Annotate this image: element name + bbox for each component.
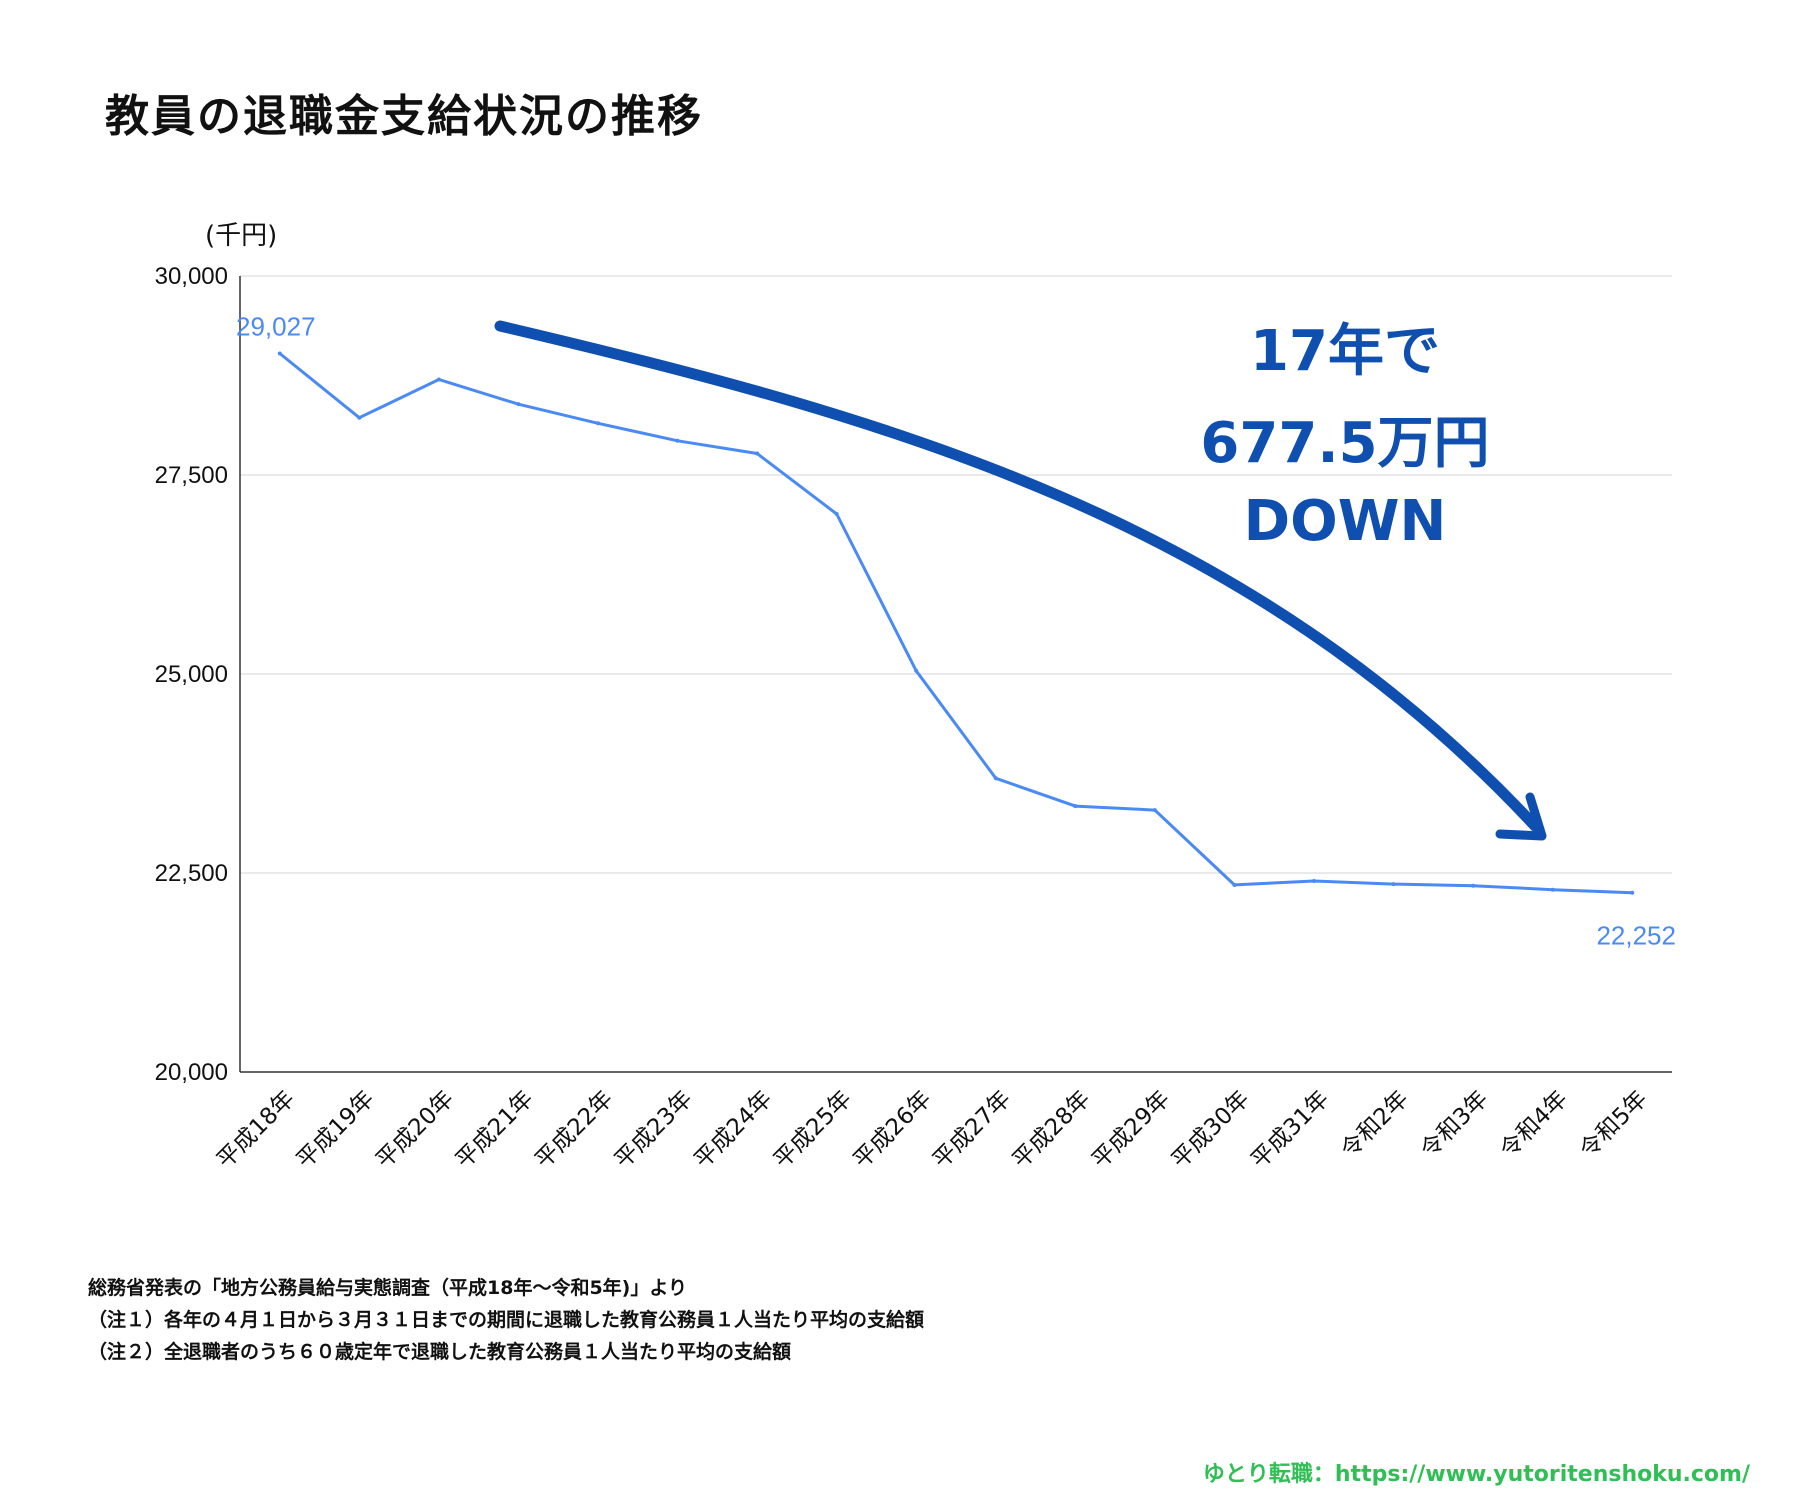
- x-tick-label: 令和3年: [1416, 1086, 1494, 1164]
- data-point: [596, 421, 600, 426]
- x-tick-label: 平成27年: [928, 1086, 1016, 1174]
- y-tick-label: 30,000: [155, 263, 228, 290]
- data-labels: 29,027 22,252: [236, 311, 1676, 950]
- gridlines: [240, 275, 1672, 874]
- annotation-line: 677.5万円: [1200, 411, 1489, 476]
- site-credit: ゆとり転職：https://www.yutoritenshoku.com/: [1202, 1462, 1750, 1487]
- x-tick-labels: 平成18年平成19年平成20年平成21年平成22年平成23年平成24年平成25年…: [212, 1086, 1652, 1174]
- x-tick-label: 平成25年: [769, 1086, 857, 1174]
- x-tick-label: 平成19年: [292, 1086, 380, 1174]
- data-point: [436, 377, 441, 382]
- source-notes: 総務省発表の「地方公務員給与実態調査（平成18年〜令和5年)」より （注１）各年…: [88, 1272, 924, 1368]
- note-1: （注１）各年の４月１日から３月３１日までの期間に退職した教育公務員１人当たり平均…: [88, 1309, 925, 1331]
- y-tick-label: 25,000: [155, 661, 228, 688]
- x-tick-label: 平成29年: [1087, 1086, 1175, 1174]
- data-point: [1550, 887, 1555, 892]
- x-tick-label: 平成20年: [371, 1086, 459, 1174]
- annotation-line: DOWN: [1244, 489, 1447, 554]
- x-tick-label: 平成26年: [849, 1086, 937, 1174]
- x-tick-label: 平成24年: [689, 1086, 777, 1174]
- data-point: [1232, 882, 1237, 887]
- y-tick-label: 20,000: [155, 1059, 228, 1086]
- note-2: （注２）全退職者のうち６０歳定年で退職した教育公務員１人当たり平均の支給額: [88, 1341, 792, 1363]
- x-tick-label: 令和4年: [1495, 1086, 1573, 1164]
- x-tick-label: 平成23年: [610, 1086, 698, 1174]
- trend-arrowhead: [1495, 792, 1547, 841]
- data-point: [277, 351, 282, 356]
- annotation-line: 17年で: [1250, 319, 1440, 384]
- page-title: 教員の退職金支給状況の推移: [105, 91, 703, 142]
- source-note: 総務省発表の「地方公務員給与実態調査（平成18年〜令和5年)」より: [88, 1277, 687, 1299]
- data-point: [1073, 804, 1078, 809]
- data-point: [1391, 882, 1396, 887]
- x-tick-label: 平成22年: [530, 1086, 618, 1174]
- line-chart: 20,000 22,500 25,000 27,500 30,000 (千円) 平成18年…: [155, 221, 1676, 1174]
- data-point: [675, 438, 680, 443]
- series-line: [278, 352, 1633, 895]
- series-layer: [277, 351, 1635, 895]
- x-tick-label: 平成18年: [212, 1086, 300, 1174]
- data-point: [516, 402, 521, 407]
- x-tick-label: 平成21年: [451, 1086, 539, 1174]
- y-tick-labels: 20,000 22,500 25,000 27,500 30,000 (千円): [155, 221, 278, 1086]
- data-label-first: 29,027: [236, 311, 316, 341]
- data-point: [1152, 808, 1157, 813]
- trend-annotation: 17年で 677.5万円 DOWN: [494, 319, 1547, 841]
- x-tick-label: 平成31年: [1246, 1086, 1334, 1174]
- x-tick-label: 令和2年: [1336, 1086, 1414, 1164]
- data-point: [357, 415, 362, 420]
- data-point: [834, 512, 839, 517]
- data-point: [993, 776, 998, 781]
- data-point: [1630, 890, 1635, 895]
- y-axis-unit-label: (千円): [205, 221, 277, 251]
- trend-arrow: [494, 320, 1541, 832]
- data-point: [914, 668, 919, 673]
- x-tick-label: 平成28年: [1008, 1086, 1096, 1174]
- data-point: [755, 451, 760, 456]
- data-point: [1312, 878, 1316, 883]
- data-point: [1471, 883, 1476, 888]
- data-label-last: 22,252: [1596, 921, 1676, 951]
- x-tick-label: 令和5年: [1575, 1086, 1653, 1164]
- y-tick-label: 27,500: [155, 462, 228, 489]
- x-tick-label: 平成30年: [1167, 1086, 1255, 1174]
- axes: [239, 276, 1672, 1073]
- y-tick-label: 22,500: [155, 860, 228, 887]
